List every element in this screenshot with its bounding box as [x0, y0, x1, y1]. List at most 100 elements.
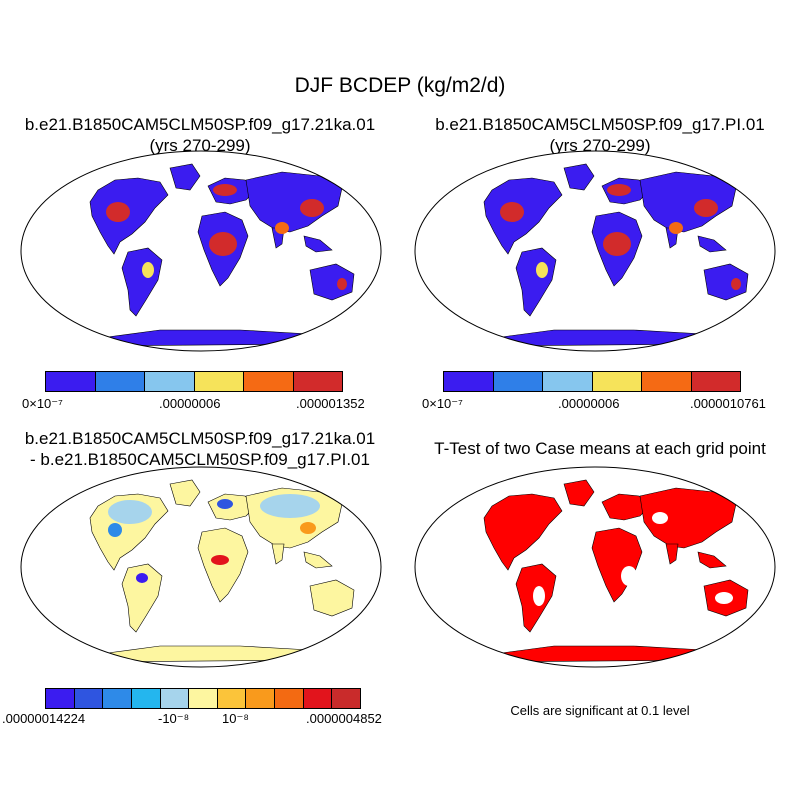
hotspot-central-africa: [209, 232, 237, 256]
cb1-label-min: 0×10⁻⁷: [22, 396, 63, 411]
insignificant-south-america: [533, 586, 545, 606]
land-greenland: [563, 163, 595, 191]
positive-east-asia: [300, 522, 316, 534]
cb1-swatch: [46, 372, 96, 391]
panel3-title-line1: b.e21.B1850CAM5CLM50SP.f09_g17.21ka.01: [24, 429, 376, 448]
colorbar-pi: [443, 371, 741, 392]
land-seasia: [697, 235, 727, 253]
cb1-swatch: [293, 372, 342, 391]
panel3-title-line2: - b.e21.B1850CAM5CLM50SP.f09_g17.PI.01: [30, 450, 370, 469]
cb2-swatch: [543, 372, 593, 391]
hotspot-east-asia: [694, 199, 718, 217]
land-india: [665, 543, 679, 565]
panel1-title: b.e21.B1850CAM5CLM50SP.f09_g17.21ka.01 (…: [0, 114, 400, 156]
hotspot-south-america: [142, 262, 154, 278]
map-outline: [414, 150, 776, 352]
hotspot-south-asia: [275, 222, 289, 234]
land-africa: [591, 527, 643, 603]
insignificant-australia: [715, 592, 733, 604]
map-difference: [20, 466, 382, 668]
positive-central-africa: [211, 555, 229, 565]
cb3-label-max: .0000004852: [306, 711, 382, 726]
map-ttest: [414, 466, 776, 668]
cb3-swatch: [217, 689, 247, 708]
hotspot-central-africa: [603, 232, 631, 256]
cb2-swatch: [642, 372, 692, 391]
land-seasia: [697, 551, 727, 569]
figure-title: DJF BCDEP (kg/m2/d): [294, 74, 506, 97]
cb3-label-positive: 10⁻⁸: [222, 711, 249, 726]
panel1-title-line2: (yrs 270-299): [149, 136, 251, 155]
negative-europe: [217, 499, 233, 509]
cb2-swatch: [592, 372, 642, 391]
hotspot-eastern-us: [500, 202, 524, 222]
land-namerica: [89, 177, 169, 255]
land-australia: [309, 579, 355, 617]
cb2-swatch: [444, 372, 494, 391]
panel2-title: b.e21.B1850CAM5CLM50SP.f09_g17.PI.01 (yr…: [400, 114, 800, 156]
negative-north-asia: [260, 494, 320, 518]
hotspot-europe: [213, 184, 237, 196]
land-asia: [639, 487, 737, 549]
land-asia: [245, 171, 343, 233]
land-asia: [639, 171, 737, 233]
panel2-title-line2: (yrs 270-299): [549, 136, 651, 155]
land-namerica: [483, 177, 563, 255]
ttest-significance-note: Cells are significant at 0.1 level: [510, 703, 690, 718]
panel2-title-line1: b.e21.B1850CAM5CLM50SP.f09_g17.PI.01: [435, 115, 765, 134]
colorbar-difference: [45, 688, 361, 709]
negative-amazon: [136, 573, 148, 583]
colorbar-21ka: [45, 371, 343, 392]
map-outline: [414, 466, 776, 668]
land-greenland: [169, 163, 201, 191]
cb3-swatch: [74, 689, 104, 708]
map-outline: [20, 150, 382, 352]
cb3-label-negative: -10⁻⁸: [158, 711, 190, 726]
cb3-swatch: [103, 689, 132, 708]
cb3-swatch: [189, 689, 218, 708]
cb3-swatch: [131, 689, 161, 708]
hotspot-east-asia: [300, 199, 324, 217]
insignificant-central-asia: [652, 512, 668, 524]
cb2-swatch: [691, 372, 740, 391]
map-21ka: [20, 150, 382, 352]
hotspot-eastern-us: [106, 202, 130, 222]
cb3-swatch: [160, 689, 190, 708]
hotspot-south-asia: [669, 222, 683, 234]
land-africa: [197, 527, 249, 603]
panel3-title: b.e21.B1850CAM5CLM50SP.f09_g17.21ka.01 -…: [0, 428, 400, 470]
panel1-title-line1: b.e21.B1850CAM5CLM50SP.f09_g17.21ka.01: [24, 115, 376, 134]
negative-north-america: [108, 500, 152, 524]
cb2-swatch: [493, 372, 543, 391]
land-australia: [309, 263, 355, 301]
panel4-title: T-Test of two Case means at each grid po…: [400, 438, 800, 459]
negative-eastern-us: [108, 523, 122, 537]
land-india: [271, 543, 285, 565]
insignificant-southern-africa: [621, 566, 637, 586]
map-outline: [20, 466, 382, 668]
cb1-label-max: .000001352: [296, 396, 365, 411]
hotspot-south-america: [536, 262, 548, 278]
land-seasia: [303, 235, 333, 253]
cb3-swatch: [246, 689, 276, 708]
hotspot-australia: [337, 278, 347, 290]
hotspot-australia: [731, 278, 741, 290]
cb3-swatch: [46, 689, 75, 708]
cb2-label-min: 0×10⁻⁷: [422, 396, 463, 411]
land-greenland: [169, 479, 201, 507]
land-samerica: [121, 563, 163, 633]
cb2-label-mid: .00000006: [558, 396, 620, 411]
cb3-swatch: [332, 689, 361, 708]
land-australia: [703, 263, 749, 301]
land-greenland: [563, 479, 595, 507]
map-pi: [414, 150, 776, 352]
cb1-swatch: [95, 372, 145, 391]
land-namerica: [483, 493, 563, 571]
panel4-title-line1: T-Test of two Case means at each grid po…: [434, 439, 766, 458]
cb3-label-min: .00000014224: [2, 711, 86, 726]
land-seasia: [303, 551, 333, 569]
cb1-swatch: [244, 372, 294, 391]
cb3-swatch: [303, 689, 333, 708]
hotspot-europe: [607, 184, 631, 196]
cb2-label-max: .0000010761: [690, 396, 766, 411]
